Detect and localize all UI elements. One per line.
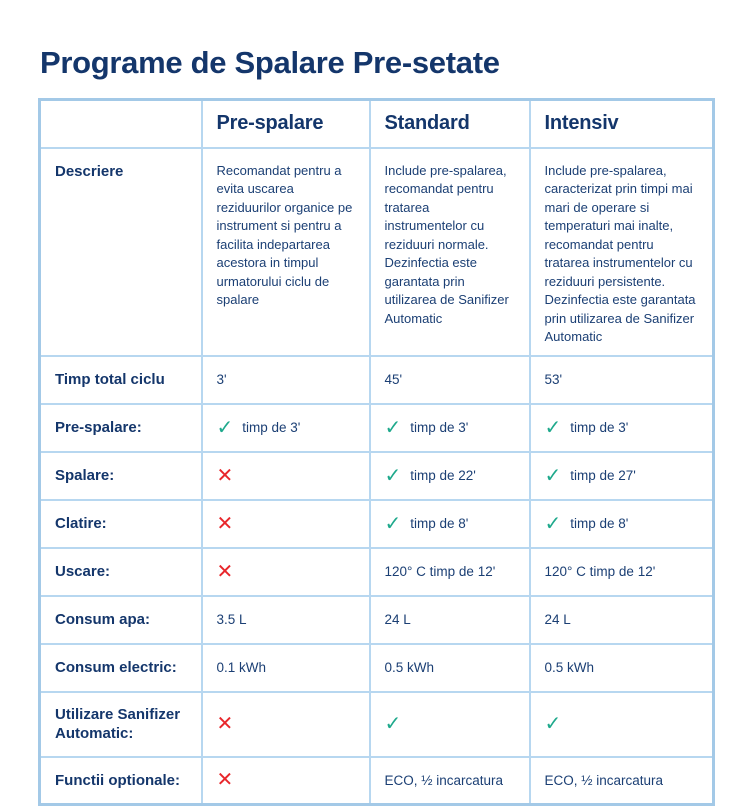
cell-text: timp de 3' [410,420,469,435]
row-label: Consum electric: [38,642,203,693]
cell-text: 45' [384,372,403,387]
check-icon: ✓ [544,713,562,735]
row-label: Descriere [38,146,203,357]
row-label: Pre-spalare: [38,402,203,453]
cell-text: 0.1 kWh [216,660,267,675]
table-cell: 3' [200,354,371,405]
cross-icon: ✕ [216,713,234,735]
row-label: Functii optionale: [38,755,203,806]
cell-text: 120° C timp de 12' [384,564,496,579]
column-header-intensiv: Intensiv [528,98,715,149]
cell-text: 120° C timp de 12' [544,564,656,579]
table-cell: ✓ [528,690,715,758]
check-icon: ✓ [544,512,562,535]
table-cell: ✓ timp de 8' [528,498,715,549]
table-row-uscare: Uscare: ✕ 120° C timp de 12' 120° C timp… [38,546,715,597]
page-title: Programe de Spalare Pre-setate [40,44,500,80]
column-header-standard: Standard [368,98,531,149]
table-cell: 3.5 L [200,594,371,645]
table-cell: 120° C timp de 12' [368,546,531,597]
check-icon: ✓ [384,713,402,735]
check-icon: ✓ [384,416,402,439]
table-cell: ✓ timp de 27' [528,450,715,501]
table-cell: ✓ timp de 3' [200,402,371,453]
check-icon: ✓ [384,512,402,535]
table-row-consum-apa: Consum apa: 3.5 L 24 L 24 L [38,594,715,645]
table-row-pre-spalare: Pre-spalare: ✓ timp de 3' ✓ timp de 3' ✓ [38,402,715,453]
cell-text: 24 L [544,612,571,627]
cell-text: timp de 3' [242,420,301,435]
table-cell: ✕ [200,450,371,501]
check-icon: ✓ [544,464,562,487]
table-cell: ✓ timp de 3' [528,402,715,453]
table-cell: ✕ [200,690,371,758]
table-row-timp-total: Timp total ciclu 3' 45' 53' [38,354,715,405]
cell-text: 0.5 kWh [544,660,595,675]
cell-text: Include pre-spalarea, caracterizat prin … [544,162,696,345]
table-cell: ✓ [368,690,531,758]
table-row-descriere: Descriere Recomandat pentru a evita usca… [38,146,715,357]
table-row-functii-optionale: Functii optionale: ✕ ECO, ½ incarcatura … [38,755,715,806]
cell-text: timp de 8' [570,516,629,531]
table-cell: Include pre-spalarea, caracterizat prin … [528,146,715,357]
cell-text: ECO, ½ incarcatura [544,772,664,788]
row-label: Utilizare Sanifizer Automatic: [38,690,203,758]
row-label: Consum apa: [38,594,203,645]
cross-icon: ✕ [216,464,234,487]
table-row-sanifizer: Utilizare Sanifizer Automatic: ✕ ✓ ✓ [38,690,715,758]
table-cell: 24 L [528,594,715,645]
table-cell: 53' [528,354,715,405]
table-cell: ECO, ½ incarcatura [528,755,715,806]
table-cell: 120° C timp de 12' [528,546,715,597]
table-cell: ECO, ½ incarcatura [368,755,531,806]
table-cell: ✕ [200,498,371,549]
table-cell: ✓ timp de 8' [368,498,531,549]
table-cell: 45' [368,354,531,405]
check-icon: ✓ [216,416,234,439]
cross-icon: ✕ [216,769,234,792]
table-cell: ✕ [200,546,371,597]
cross-icon: ✕ [216,560,234,583]
table-cell: ✓ timp de 22' [368,450,531,501]
table-cell: 24 L [368,594,531,645]
cell-text: 24 L [384,612,411,627]
check-icon: ✓ [384,464,402,487]
cell-text: 0.5 kWh [384,660,435,675]
cell-text: timp de 27' [570,468,636,483]
table-cell: ✓ timp de 3' [368,402,531,453]
cross-icon: ✕ [216,512,234,535]
programs-table: Pre-spalare Standard Intensiv Descriere … [38,98,715,806]
column-header-pre-spalare: Pre-spalare [200,98,371,149]
table-row-consum-electric: Consum electric: 0.1 kWh 0.5 kWh 0.5 kWh [38,642,715,693]
table-corner-cell [38,98,203,149]
table-cell: Include pre-spalarea, recomandat pentru … [368,146,531,357]
cell-text: Recomandat pentru a evita uscarea rezidu… [216,162,353,308]
table-row-spalare: Spalare: ✕ ✓ timp de 22' ✓ timp de 27' [38,450,715,501]
table-cell: ✕ [200,755,371,806]
cell-text: timp de 22' [410,468,476,483]
row-label: Uscare: [38,546,203,597]
table-cell: 0.5 kWh [528,642,715,693]
row-label: Timp total ciclu [38,354,203,405]
cell-text: Include pre-spalarea, recomandat pentru … [384,162,509,326]
table-row-clatire: Clatire: ✕ ✓ timp de 8' ✓ timp de 8' [38,498,715,549]
cell-text: timp de 3' [570,420,629,435]
row-label: Spalare: [38,450,203,501]
table-cell: Recomandat pentru a evita uscarea rezidu… [200,146,371,357]
check-icon: ✓ [544,416,562,439]
cell-text: 53' [544,372,563,387]
table-cell: 0.1 kWh [200,642,371,693]
cell-text: 3.5 L [216,612,247,627]
table-header-row: Pre-spalare Standard Intensiv [38,98,715,149]
cell-text: timp de 8' [410,516,469,531]
programs-table-wrap: Pre-spalare Standard Intensiv Descriere … [38,98,715,806]
cell-text: ECO, ½ incarcatura [384,772,504,788]
cell-text: 3' [216,372,227,387]
table-cell: 0.5 kWh [368,642,531,693]
row-label: Clatire: [38,498,203,549]
